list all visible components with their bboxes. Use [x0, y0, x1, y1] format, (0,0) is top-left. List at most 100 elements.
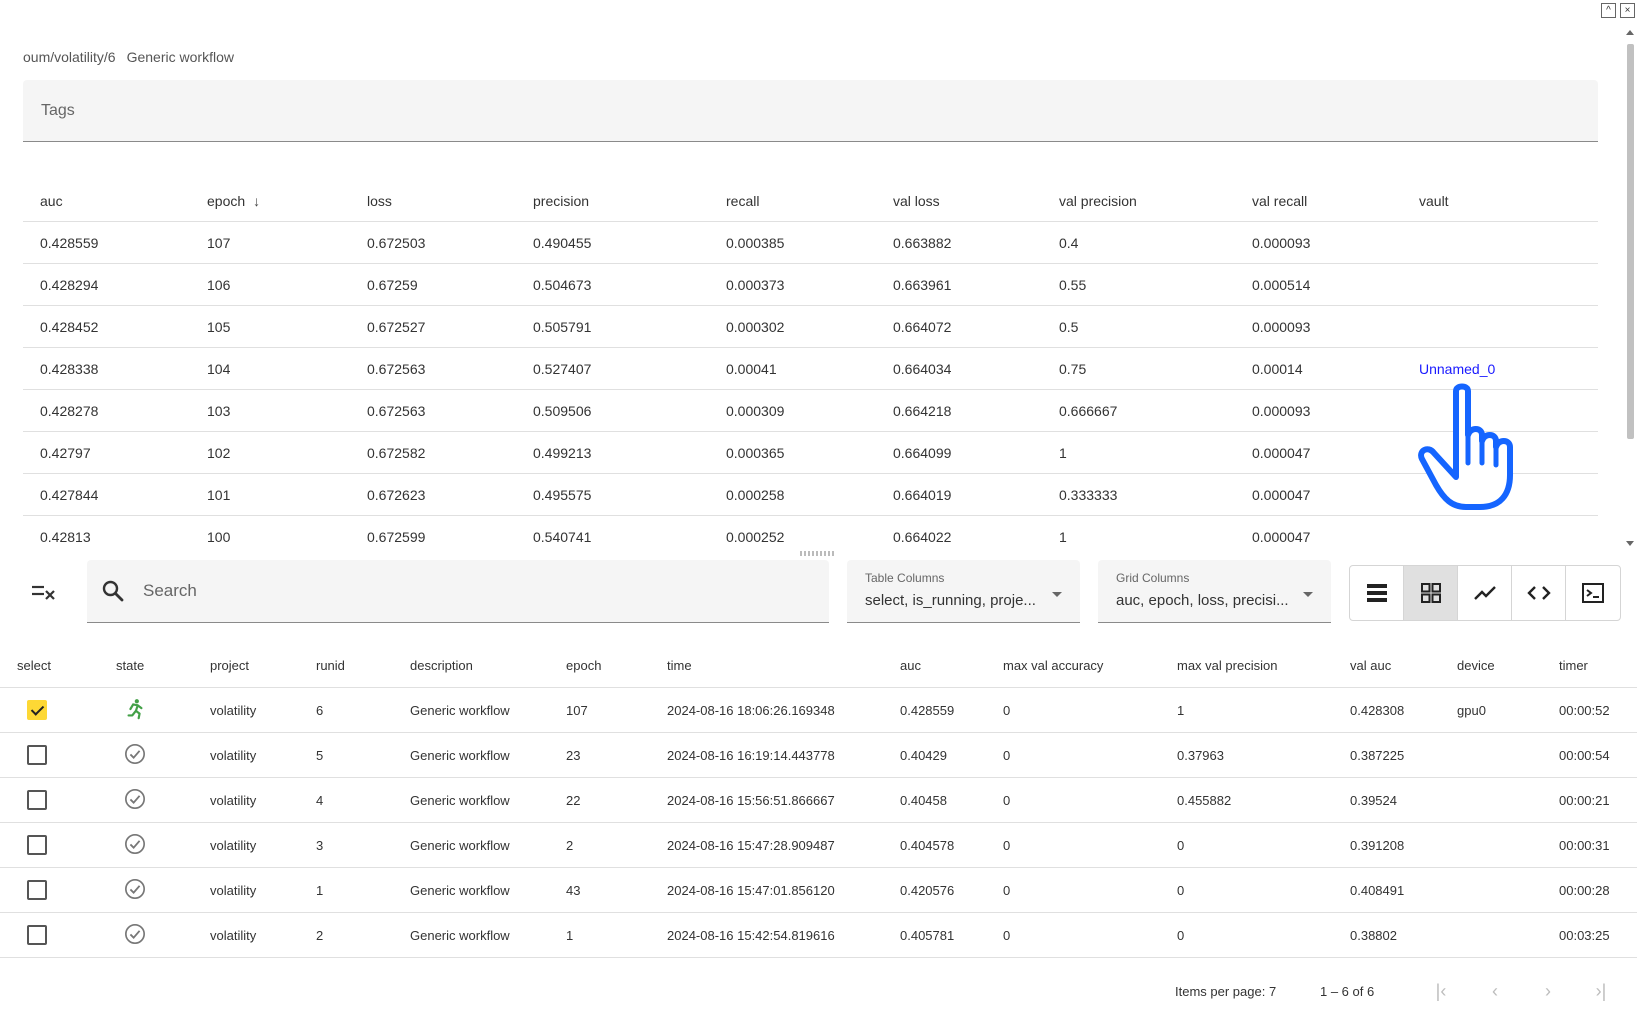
cell-timer: 00:03:25 [1559, 927, 1610, 943]
table-row[interactable]: volatility 4 Generic workflow 22 2024-08-16 … [0, 778, 1637, 823]
grid-cell: 0.428294 [40, 276, 99, 293]
code-view-button[interactable] [1512, 566, 1566, 620]
cell-time: 2024-08-16 15:42:54.819616 [667, 927, 835, 943]
metrics-grid-row[interactable]: 0.42797 102 0.672582 0.499213 0.000365 0.6640… [23, 432, 1598, 474]
grid-cell: 0.672563 [367, 360, 426, 377]
scrollbar-thumb[interactable] [1627, 44, 1634, 439]
grid-cell: 0.000373 [726, 276, 785, 293]
grid-cell: 0.672563 [367, 402, 426, 419]
table-row[interactable]: volatility 1 Generic workflow 43 2024-08-16 … [0, 868, 1637, 913]
column-header-auc[interactable]: auc [23, 193, 190, 209]
column-header-val-loss[interactable]: val loss [876, 193, 1042, 209]
grid-cell: 0.000365 [726, 444, 785, 461]
restore-button[interactable]: ^ [1601, 3, 1616, 18]
column-header-val-precision[interactable]: val precision [1042, 193, 1235, 209]
table-columns-value: select, is_running, proje... [865, 592, 1036, 609]
chart-view-button[interactable] [1458, 566, 1512, 620]
grid-cell: 0.664218 [893, 402, 952, 419]
row-select-checkbox[interactable] [27, 700, 47, 720]
row-select-checkbox[interactable] [27, 790, 47, 810]
column-header-val-recall[interactable]: val recall [1235, 193, 1402, 209]
cell-max-val-precision: 0.455882 [1177, 792, 1232, 808]
cell-timer: 00:00:54 [1559, 747, 1610, 763]
column-header-recall[interactable]: recall [709, 193, 876, 209]
last-page-icon[interactable]: ›| [1595, 981, 1607, 1001]
column-header-epoch[interactable]: epoch [566, 658, 602, 673]
grid-columns-select[interactable]: Grid Columns auc, epoch, loss, precisi..… [1098, 560, 1331, 623]
cell-epoch: 107 [566, 702, 588, 718]
column-header-device[interactable]: device [1457, 658, 1495, 673]
column-header-epoch[interactable]: epoch ↓ [190, 193, 350, 209]
close-button[interactable]: × [1620, 3, 1635, 18]
grid-cell: 106 [207, 276, 231, 293]
cell-description: Generic workflow [410, 747, 510, 763]
next-page-icon[interactable]: › [1545, 981, 1551, 1001]
column-header-label: auc [40, 192, 63, 209]
column-header-label: val recall [1252, 192, 1308, 209]
column-header-description[interactable]: description [410, 658, 473, 673]
cell-val-auc: 0.428308 [1350, 702, 1405, 718]
metrics-grid-row[interactable]: 0.428278 103 0.672563 0.509506 0.000309 0.664… [23, 390, 1598, 432]
metrics-grid-row[interactable]: 0.428338 104 0.672563 0.527407 0.00041 0.6640… [23, 348, 1598, 390]
table-row[interactable]: volatility 2 Generic workflow 1 2024-08-16 1… [0, 913, 1637, 958]
pane-splitter-handle[interactable] [800, 551, 836, 557]
column-header-project[interactable]: project [210, 658, 250, 673]
grid-cell: 0.664022 [893, 528, 952, 545]
metrics-grid-row[interactable]: 0.428452 105 0.672527 0.505791 0.000302 0.664… [23, 306, 1598, 348]
grid-cell: 0.672527 [367, 318, 426, 335]
previous-page-icon[interactable]: ‹ [1492, 981, 1498, 1001]
vertical-scrollbar[interactable] [1625, 30, 1635, 546]
list-view-button[interactable] [1350, 566, 1404, 620]
grid-cell: 0.000385 [726, 234, 785, 251]
column-header-runid[interactable]: runid [316, 658, 345, 673]
grid-cell: 1 [1059, 528, 1067, 545]
first-page-icon[interactable]: |‹ [1435, 981, 1447, 1001]
grid-cell: 0.000258 [726, 486, 785, 503]
column-header-time[interactable]: time [667, 658, 692, 673]
cell-description: Generic workflow [410, 837, 510, 853]
column-header-vault[interactable]: vault [1402, 193, 1598, 209]
column-header-max-val-accuracy[interactable]: max val accuracy [1003, 658, 1104, 673]
column-header-select[interactable]: select [17, 658, 51, 673]
items-per-page[interactable]: Items per page: 7 [1175, 984, 1277, 999]
grid-cell: 0.428452 [40, 318, 99, 335]
runs-table-header: select state project runid description epoch t… [0, 644, 1637, 688]
column-header-loss[interactable]: loss [350, 193, 516, 209]
cell-time: 2024-08-16 15:56:51.866667 [667, 792, 835, 808]
vault-link[interactable]: Unnamed_0 [1419, 360, 1496, 377]
chevron-down-icon [1052, 592, 1062, 597]
tags-input[interactable]: Tags [23, 80, 1598, 142]
table-row[interactable]: volatility 5 Generic workflow 23 2024-08-16 … [0, 733, 1637, 778]
column-header-timer[interactable]: timer [1559, 658, 1588, 673]
column-header-val-auc[interactable]: val auc [1350, 658, 1392, 673]
column-header-label: loss [367, 192, 392, 209]
row-select-checkbox[interactable] [27, 835, 47, 855]
table-columns-select[interactable]: Table Columns select, is_running, proje.… [847, 560, 1080, 623]
metrics-grid-row[interactable]: 0.42813 100 0.672599 0.540741 0.000252 0.6640… [23, 516, 1598, 548]
cell-max-val-accuracy: 0 [1003, 927, 1011, 943]
row-select-checkbox[interactable] [27, 880, 47, 900]
row-select-checkbox[interactable] [27, 925, 47, 945]
cell-max-val-precision: 0 [1177, 927, 1185, 943]
column-header-auc[interactable]: auc [900, 658, 921, 673]
cell-max-val-accuracy: 0 [1003, 837, 1011, 853]
search-input[interactable]: Search [87, 560, 829, 623]
column-header-state[interactable]: state [116, 658, 145, 673]
grid-view-button[interactable] [1404, 566, 1458, 620]
sort-arrow-down-icon: ↓ [253, 192, 261, 209]
table-row[interactable]: volatility 6 Generic workflow 107 2024-08-16… [0, 688, 1637, 733]
metrics-grid-row[interactable]: 0.428294 106 0.67259 0.504673 0.000373 0.6639… [23, 264, 1598, 306]
grid-cell: 0.664072 [893, 318, 952, 335]
metrics-grid-row[interactable]: 0.428559 107 0.672503 0.490455 0.000385 0.663… [23, 222, 1598, 264]
select-cell [0, 835, 116, 855]
metrics-grid-row[interactable]: 0.427844 101 0.672623 0.495575 0.000258 0.664… [23, 474, 1598, 516]
deselect-all-icon[interactable] [30, 580, 56, 604]
table-row[interactable]: volatility 3 Generic workflow 2 2024-08-16 1… [0, 823, 1637, 868]
terminal-view-button[interactable] [1566, 566, 1620, 620]
row-select-checkbox[interactable] [27, 745, 47, 765]
column-header-max-val-precision[interactable]: max val precision [1177, 658, 1278, 673]
cell-time: 2024-08-16 16:19:14.443778 [667, 747, 835, 763]
cell-timer: 00:00:52 [1559, 702, 1610, 718]
column-header-precision[interactable]: precision [516, 193, 709, 209]
grid-cell: 0.5 [1059, 318, 1079, 335]
